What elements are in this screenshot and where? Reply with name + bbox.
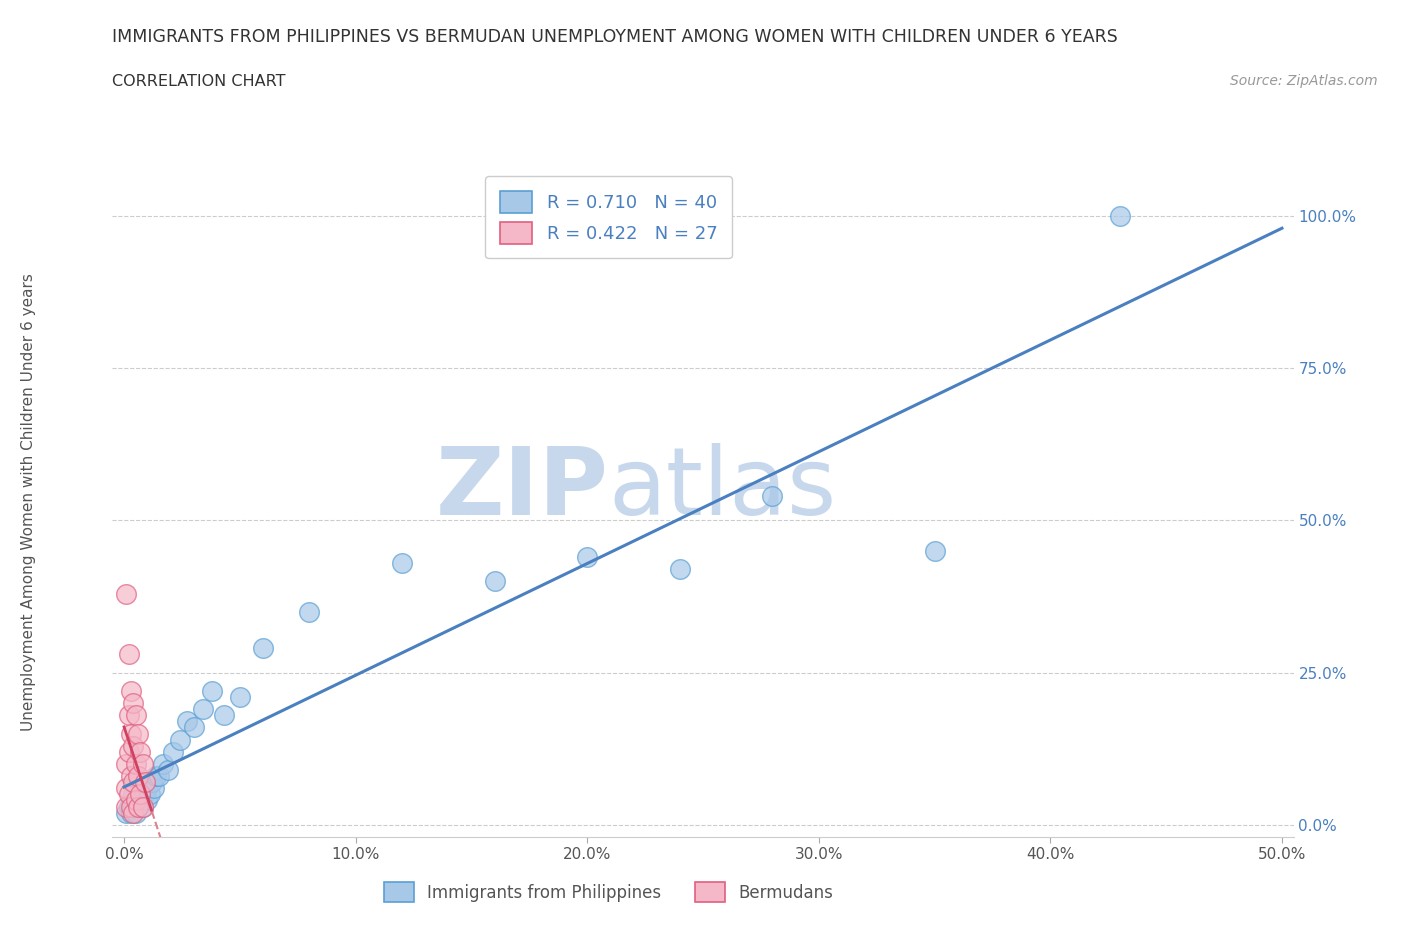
Point (201, 684, 224, 698)
Point (136, 793, 159, 808)
Point (115, 586, 138, 601)
Point (118, 708, 141, 723)
Point (127, 726, 149, 741)
Point (118, 787, 141, 802)
Point (115, 805, 138, 820)
Point (118, 647, 141, 662)
Point (576, 550, 599, 565)
Point (124, 708, 146, 723)
Point (131, 756, 153, 771)
Point (115, 756, 138, 771)
Point (157, 763, 180, 777)
Point (141, 775, 163, 790)
Point (761, 488, 783, 503)
Point (115, 799, 138, 814)
Point (120, 684, 142, 698)
Text: Source: ZipAtlas.com: Source: ZipAtlas.com (1230, 74, 1378, 88)
Point (252, 641, 274, 656)
Point (127, 769, 149, 784)
Point (115, 781, 138, 796)
Point (138, 787, 160, 802)
Point (129, 793, 152, 808)
Point (120, 805, 142, 820)
Point (118, 799, 141, 814)
Point (191, 702, 214, 717)
Point (129, 787, 152, 802)
Point (124, 805, 146, 820)
Point (162, 744, 184, 759)
Point (484, 574, 506, 589)
Point (131, 799, 153, 814)
Point (391, 555, 413, 570)
Point (120, 793, 142, 808)
Point (122, 805, 145, 820)
Point (127, 787, 149, 802)
Point (145, 769, 167, 784)
Point (1108, 208, 1130, 223)
Text: atlas: atlas (609, 443, 837, 535)
Point (127, 799, 149, 814)
Text: IMMIGRANTS FROM PHILIPPINES VS BERMUDAN UNEMPLOYMENT AMONG WOMEN WITH CHILDREN U: IMMIGRANTS FROM PHILIPPINES VS BERMUDAN … (112, 28, 1118, 46)
Text: Unemployment Among Women with Children Under 6 years: Unemployment Among Women with Children U… (21, 273, 35, 731)
Point (143, 781, 166, 796)
Point (134, 775, 156, 790)
Text: CORRELATION CHART: CORRELATION CHART (112, 74, 285, 89)
Point (212, 708, 235, 723)
Point (127, 799, 149, 814)
Legend: Immigrants from Philippines, Bermudans: Immigrants from Philippines, Bermudans (371, 869, 846, 916)
Point (924, 543, 946, 558)
Point (122, 799, 145, 814)
Point (120, 726, 142, 741)
Point (131, 799, 153, 814)
Text: ZIP: ZIP (436, 443, 609, 535)
Point (229, 689, 252, 704)
Point (298, 604, 321, 619)
Point (129, 744, 152, 759)
Point (120, 799, 142, 814)
Point (134, 787, 156, 802)
Point (152, 756, 174, 771)
Point (183, 720, 205, 735)
Point (124, 756, 146, 771)
Point (124, 793, 146, 808)
Point (169, 732, 191, 747)
Point (118, 744, 141, 759)
Point (122, 775, 145, 790)
Point (669, 562, 692, 577)
Point (122, 696, 145, 711)
Point (176, 714, 198, 729)
Point (122, 787, 145, 802)
Point (136, 781, 159, 796)
Point (124, 793, 146, 808)
Point (122, 738, 145, 753)
Point (129, 781, 152, 796)
Point (148, 769, 170, 784)
Point (120, 769, 142, 784)
